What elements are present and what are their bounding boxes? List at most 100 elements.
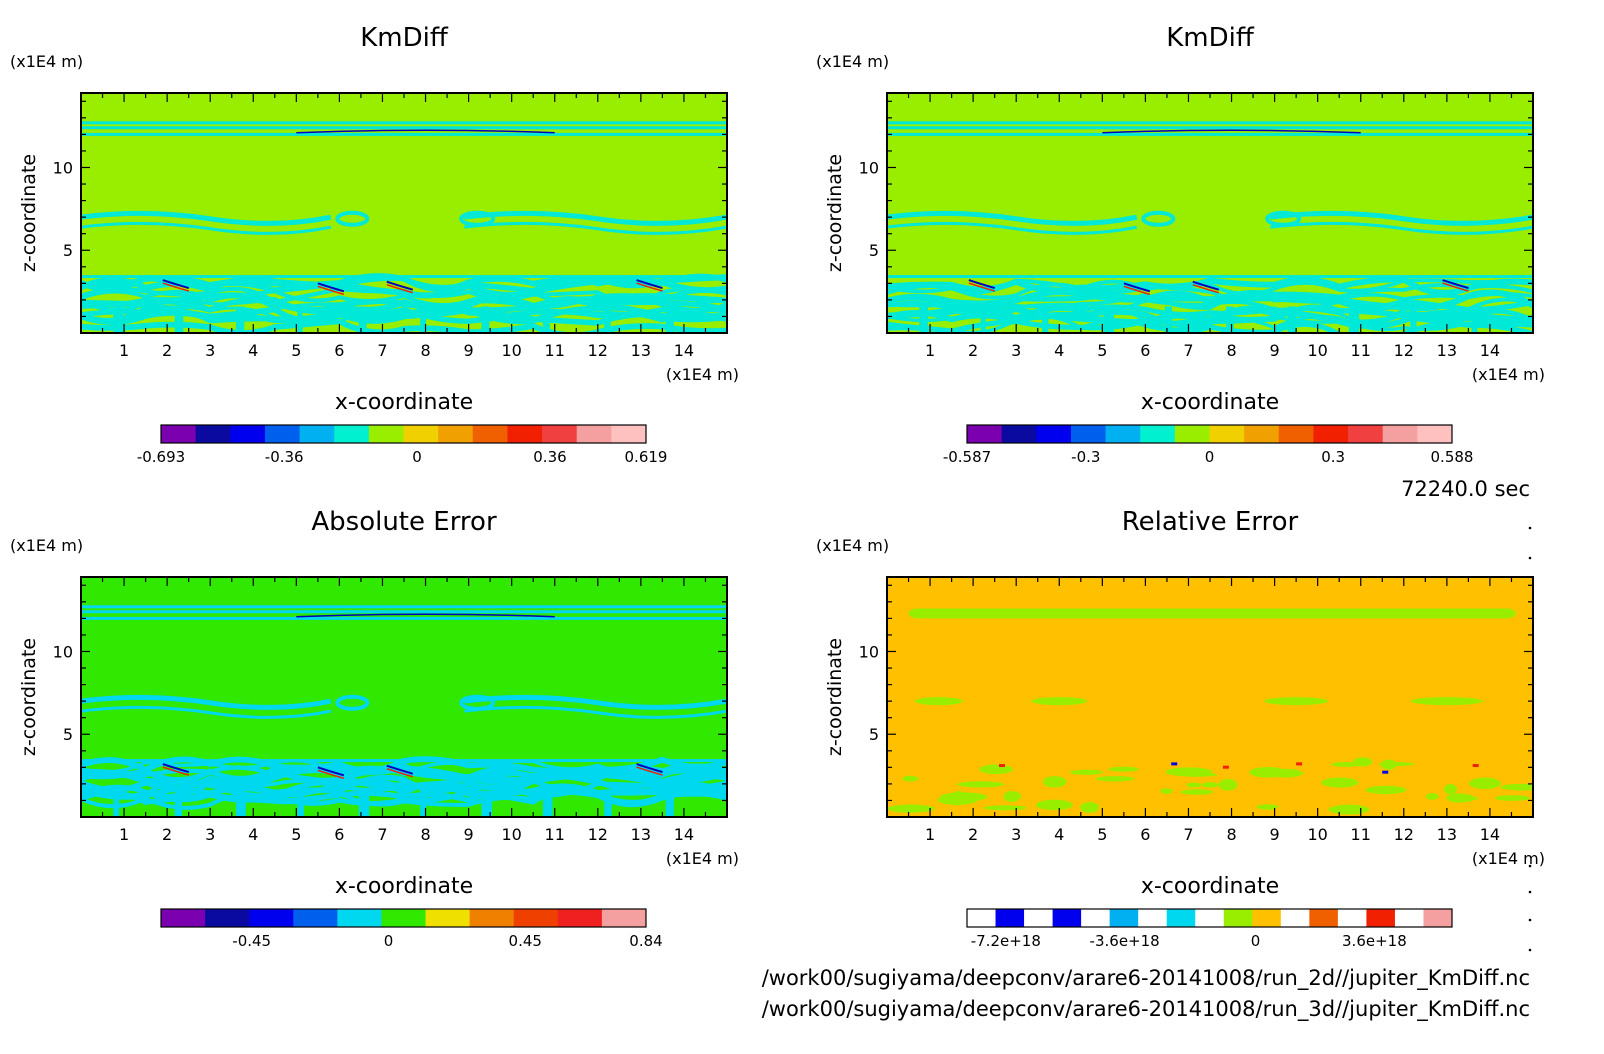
file-path-1: /work00/sugiyama/deepconv/arare6-2014100… — [762, 966, 1530, 991]
colorbar-tick-label: -7.2e+18 — [971, 932, 1041, 950]
mid-eddy-left — [335, 694, 370, 711]
panel-4: Relative Error(x1E4 m)1 2 3 4 5 6 7 8 9 10 11 12 13 1… — [816, 507, 1545, 950]
colorbar-swatch — [1366, 909, 1396, 927]
colorbar-tick-label: 0 — [384, 932, 394, 950]
lower-contour — [887, 314, 1533, 333]
lower-column — [174, 790, 182, 817]
mid-eddy-right — [1265, 210, 1302, 227]
colorbar-swatch — [1105, 425, 1141, 443]
lower-blob — [902, 775, 919, 782]
x-tick-label: 8 — [420, 825, 430, 844]
colorbar-frame — [966, 424, 1453, 444]
colorbar-swatch — [264, 425, 301, 443]
margin-dot — [1528, 890, 1532, 894]
x-tick-label: 14 — [1480, 825, 1500, 844]
colorbar-swatch — [1348, 425, 1384, 443]
lower-column — [665, 306, 674, 333]
lower-column — [113, 306, 124, 333]
lower-red-contour — [317, 769, 345, 780]
colorbar-tick-label: -0.693 — [137, 448, 185, 466]
colorbar: -0.45 0 0.45 0.84 — [160, 908, 663, 950]
lower-contour — [887, 297, 1533, 312]
x-tick-label: 3 — [1011, 825, 1021, 844]
x-tick-label: 7 — [377, 825, 387, 844]
lower-contour — [81, 784, 727, 806]
x-tick-label: 12 — [1394, 825, 1414, 844]
panel-title: Relative Error — [1122, 507, 1299, 537]
lower-blob — [1267, 768, 1304, 778]
upper-band-line — [81, 126, 727, 130]
lower-blob — [1331, 761, 1361, 767]
lower-contour — [887, 282, 1533, 301]
lower-blob — [1095, 776, 1135, 782]
x-tick-label: 6 — [334, 341, 344, 360]
colorbar-swatch — [438, 425, 474, 443]
colorbar-swatch — [995, 909, 1025, 927]
lower-spot — [1472, 764, 1479, 768]
colorbar-tick-label: 0.36 — [533, 448, 566, 466]
x-tick-label: 7 — [1183, 825, 1193, 844]
colorbar-tick-label: 3.6e+18 — [1342, 932, 1407, 950]
lower-red-contour — [386, 767, 413, 778]
x-tick-label: 11 — [1351, 341, 1371, 360]
lower-dark-contour — [162, 279, 190, 289]
x-tick-label: 14 — [674, 341, 694, 360]
lower-blob — [1365, 785, 1407, 795]
x-tick-label: 13 — [631, 341, 651, 360]
x-unit-label: (x1E4 m) — [1472, 365, 1545, 384]
lower-column — [236, 790, 246, 817]
lower-blob — [951, 791, 966, 800]
lower-blob — [887, 804, 935, 813]
margin-dot — [1528, 918, 1532, 922]
x-tick-label: 6 — [1140, 825, 1150, 844]
lower-blob — [1042, 776, 1067, 788]
lower-red-contour — [968, 282, 996, 292]
x-tick-label: 1 — [119, 825, 129, 844]
lower-red-contour — [317, 285, 345, 296]
mid-band-lower — [81, 221, 727, 235]
colorbar-swatch — [1223, 909, 1253, 927]
colorbar: -7.2e+18 -3.6e+18 0 3.6e+18 — [966, 908, 1453, 950]
y-tick-label: 10 — [859, 158, 879, 177]
upper-band-line — [81, 605, 727, 609]
lower-column — [1348, 306, 1360, 333]
x-axis-label: x-coordinate — [1141, 874, 1279, 899]
colorbar-tick-label: -0.587 — [943, 448, 991, 466]
lower-contour — [81, 306, 727, 324]
upper-band-line — [887, 132, 1533, 136]
colorbar-swatch — [1244, 425, 1280, 443]
y-tick-label: 10 — [53, 642, 73, 661]
lower-column — [481, 790, 493, 817]
lower-dark-contour — [317, 766, 345, 777]
x-tick-label: 4 — [248, 825, 258, 844]
lower-column — [542, 306, 550, 333]
contour-field — [887, 93, 1533, 333]
lower-column — [980, 306, 986, 333]
lower-red-contour — [1123, 285, 1151, 296]
lower-contour — [81, 773, 727, 797]
margin-dot — [1528, 864, 1532, 868]
lower-column — [604, 790, 612, 817]
colorbar-swatch — [1280, 909, 1310, 927]
colorbar-tick-label: 0 — [1251, 932, 1261, 950]
lower-column — [1164, 306, 1172, 333]
lower-blob — [1160, 788, 1173, 794]
x-tick-label: 6 — [334, 825, 344, 844]
mid-eddy-left — [1141, 210, 1176, 227]
lower-spot — [998, 764, 1005, 768]
upper-band-line — [887, 126, 1533, 130]
colorbar-swatch — [337, 909, 382, 927]
lower-dark-contour — [968, 279, 996, 289]
x-tick-label: 1 — [925, 825, 935, 844]
lower-blob — [1176, 772, 1218, 777]
y-tick-label: 5 — [63, 241, 73, 260]
y-unit-label: (x1E4 m) — [816, 52, 889, 71]
lower-dark-contour — [317, 282, 345, 293]
colorbar-swatch — [576, 425, 612, 443]
colorbar-swatch — [967, 425, 1003, 443]
lower-blob — [1500, 783, 1533, 791]
x-tick-label: 3 — [205, 825, 215, 844]
colorbar-swatch — [381, 909, 427, 927]
lower-dark-contour — [636, 763, 663, 773]
lower-column — [1226, 306, 1234, 333]
